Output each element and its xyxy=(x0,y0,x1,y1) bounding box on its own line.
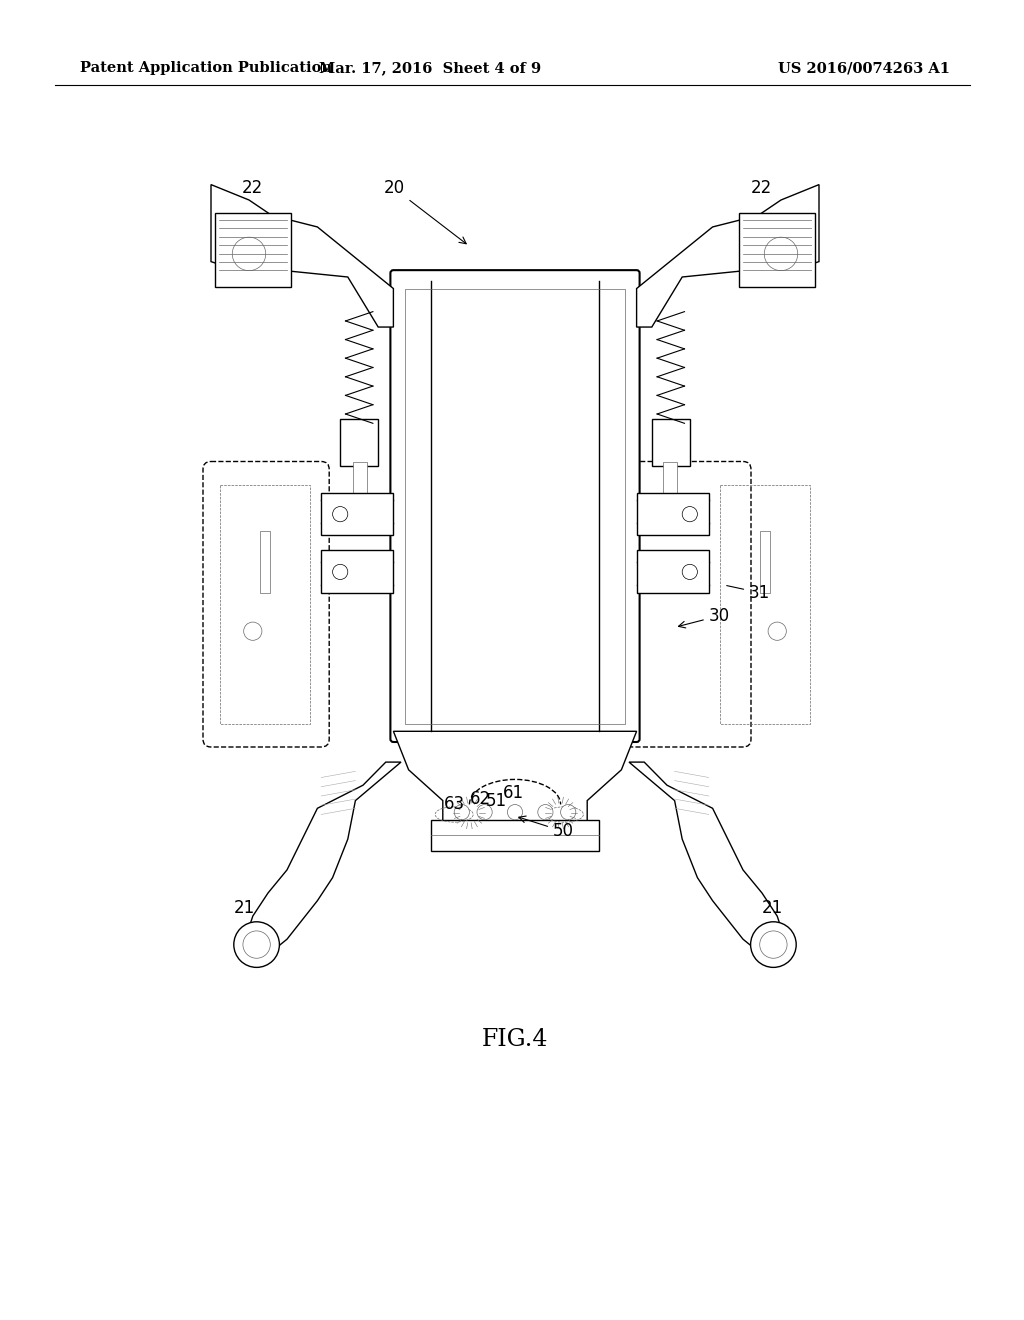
Text: Mar. 17, 2016  Sheet 4 of 9: Mar. 17, 2016 Sheet 4 of 9 xyxy=(318,61,541,75)
Text: 22: 22 xyxy=(751,180,772,198)
Text: US 2016/0074263 A1: US 2016/0074263 A1 xyxy=(778,61,950,75)
Circle shape xyxy=(233,921,280,968)
Polygon shape xyxy=(245,762,401,954)
Text: FIG.4: FIG.4 xyxy=(481,1028,548,1052)
Polygon shape xyxy=(629,762,784,954)
Bar xyxy=(322,492,393,535)
Bar xyxy=(637,492,709,535)
Bar xyxy=(431,820,599,850)
FancyBboxPatch shape xyxy=(625,462,751,747)
Text: 62: 62 xyxy=(470,791,492,808)
Circle shape xyxy=(243,931,270,958)
Circle shape xyxy=(760,931,787,958)
Circle shape xyxy=(752,224,810,282)
Text: Patent Application Publication: Patent Application Publication xyxy=(80,61,332,75)
Polygon shape xyxy=(739,214,815,286)
Circle shape xyxy=(538,805,553,820)
Text: 22: 22 xyxy=(242,180,262,198)
Text: 21: 21 xyxy=(762,899,783,917)
Bar xyxy=(652,420,690,466)
Text: 31: 31 xyxy=(727,583,770,602)
Polygon shape xyxy=(215,214,291,286)
Polygon shape xyxy=(637,185,819,327)
Text: 50: 50 xyxy=(519,816,574,841)
Bar xyxy=(260,531,269,593)
Circle shape xyxy=(751,921,797,968)
Bar xyxy=(664,462,677,531)
Bar xyxy=(761,531,770,593)
Circle shape xyxy=(333,565,348,579)
Bar xyxy=(322,550,393,593)
Text: 61: 61 xyxy=(503,784,524,801)
FancyBboxPatch shape xyxy=(203,462,329,747)
Bar xyxy=(720,484,810,723)
Bar xyxy=(637,550,709,593)
Bar xyxy=(220,484,310,723)
Text: 63: 63 xyxy=(443,796,465,813)
Text: 51: 51 xyxy=(486,792,507,809)
Text: 21: 21 xyxy=(233,899,255,917)
Circle shape xyxy=(560,805,575,820)
Polygon shape xyxy=(211,185,393,327)
Circle shape xyxy=(682,507,697,521)
Bar xyxy=(404,289,626,723)
FancyBboxPatch shape xyxy=(390,271,640,742)
Circle shape xyxy=(333,507,348,521)
Circle shape xyxy=(764,238,798,271)
Circle shape xyxy=(455,805,469,820)
Bar xyxy=(353,462,367,531)
Circle shape xyxy=(508,805,522,820)
Circle shape xyxy=(682,565,697,579)
Text: 20: 20 xyxy=(384,180,466,244)
Circle shape xyxy=(232,238,265,271)
Text: 30: 30 xyxy=(679,607,730,628)
Circle shape xyxy=(220,224,278,282)
Bar xyxy=(340,420,378,466)
Circle shape xyxy=(477,805,493,820)
Polygon shape xyxy=(393,731,637,832)
